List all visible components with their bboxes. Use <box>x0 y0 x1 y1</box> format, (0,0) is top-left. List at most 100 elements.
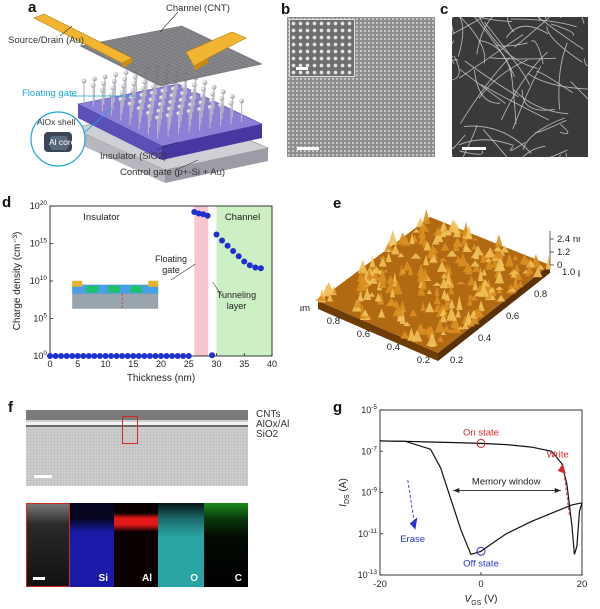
cnt-fiber <box>464 60 519 98</box>
afm-peak <box>507 288 518 292</box>
afm-peak <box>496 286 503 294</box>
x-tick-label: 30 <box>211 359 221 369</box>
afm-peak <box>323 281 335 295</box>
eds-region-box <box>122 416 138 444</box>
cnt-fiber <box>483 21 531 86</box>
cnt-line <box>143 33 224 73</box>
afm-peak <box>467 322 476 327</box>
afm-peak <box>363 287 372 301</box>
cnt-fiber <box>522 117 565 150</box>
afm-peak <box>440 242 450 251</box>
cnt-line <box>123 37 204 77</box>
afm-peak <box>461 321 469 330</box>
cnt-fiber <box>581 17 585 24</box>
y-axis-label: IDS (A) <box>338 478 351 507</box>
x-tick-label: 20 <box>156 359 166 369</box>
afm-peak <box>383 269 389 273</box>
cnt-network <box>452 17 588 157</box>
afm-topography: 2.4 nm1.201.0 μm0.80.60.40.21.0 μm0.80.6… <box>300 209 580 366</box>
data-point <box>185 353 192 359</box>
cnt-fiber <box>510 18 577 28</box>
label-floating-gate: Floating gate <box>22 88 77 99</box>
cnt-fiber <box>565 153 568 157</box>
cnt-fiber <box>480 84 550 121</box>
afm-peak <box>420 301 426 311</box>
afm-peak <box>386 274 396 284</box>
sem-array-inset <box>289 19 355 77</box>
label-channel: Channel (CNT) <box>166 3 230 14</box>
label-floating-gate: Floating <box>155 254 187 264</box>
afm-peak <box>464 310 472 325</box>
afm-peak <box>369 255 376 268</box>
afm-peak <box>426 332 438 346</box>
afm-side-left <box>318 301 438 361</box>
cnt-fiber <box>459 57 510 124</box>
afm-peak <box>398 264 405 276</box>
panel-e-letter: e <box>333 195 342 212</box>
cnt-fiber <box>537 17 584 50</box>
cnt-fiber <box>473 69 501 104</box>
cnt-fiber <box>505 25 549 39</box>
data-point <box>230 248 237 254</box>
sem-image-array <box>287 17 435 157</box>
panel-d-letter: d <box>2 194 12 211</box>
cnt-fiber <box>479 18 538 69</box>
afm-peak <box>366 268 373 280</box>
cnt-fiber <box>583 58 588 66</box>
cnt-fiber <box>521 89 555 111</box>
label-floating-gate: gate <box>162 265 180 275</box>
x-tick-label: 5 <box>75 359 80 369</box>
pillar-head <box>239 98 245 104</box>
data-point <box>174 353 181 359</box>
layer-label-cnts: CNTs <box>256 409 281 420</box>
cnt-fiber <box>536 70 573 94</box>
cnt-fiber <box>452 17 485 35</box>
memory-window-label: Memory window <box>472 476 541 487</box>
afm-peak <box>496 255 505 266</box>
y-tick-label: 1020 <box>30 200 48 211</box>
cnt-fiber <box>509 67 517 125</box>
afm-peak <box>457 252 469 267</box>
afm-peak <box>388 230 398 246</box>
afm-peak <box>422 254 430 266</box>
afm-peak <box>446 306 457 321</box>
x-tick-label: 0.8 <box>327 316 340 327</box>
eds-map-si: Si <box>70 503 114 587</box>
afm-peak <box>451 320 461 333</box>
data-point <box>241 258 248 265</box>
pillar-head <box>123 70 129 75</box>
shaded-region <box>216 206 272 356</box>
cnt-line <box>147 57 250 81</box>
afm-peak <box>417 267 425 282</box>
afm-peak <box>433 305 441 313</box>
afm-peak <box>438 257 448 262</box>
afm-peak <box>452 239 463 247</box>
y-tick-label: 0.2 <box>450 355 463 366</box>
cnt-fiber <box>558 42 568 110</box>
afm-peak <box>519 253 530 265</box>
label-source-drain: Source/Drain (Au) <box>8 35 85 46</box>
afm-peak <box>494 266 505 271</box>
afm-peak <box>465 225 473 240</box>
afm-peak <box>496 294 506 302</box>
afm-peak <box>426 289 432 294</box>
cnt-line <box>135 52 238 74</box>
data-point <box>152 353 159 359</box>
x-tick-label: 0 <box>47 359 52 369</box>
leader-line <box>212 281 223 297</box>
eds-map-al: Al <box>114 503 158 587</box>
afm-peak <box>377 308 386 318</box>
x-tick-label: 0 <box>478 579 483 590</box>
afm-peak <box>409 232 415 245</box>
inset-nanoparticle <box>86 285 99 293</box>
afm-peak <box>505 253 514 267</box>
eds-map-o-label: O <box>190 573 198 584</box>
afm-peak <box>492 245 504 259</box>
cnt-fiber <box>476 17 513 22</box>
afm-peak <box>371 266 382 274</box>
afm-peak <box>434 318 446 333</box>
afm-peak <box>470 295 478 301</box>
tem-top-band <box>26 410 248 420</box>
data-point <box>58 353 65 359</box>
curve-erase_sweep <box>379 440 583 555</box>
